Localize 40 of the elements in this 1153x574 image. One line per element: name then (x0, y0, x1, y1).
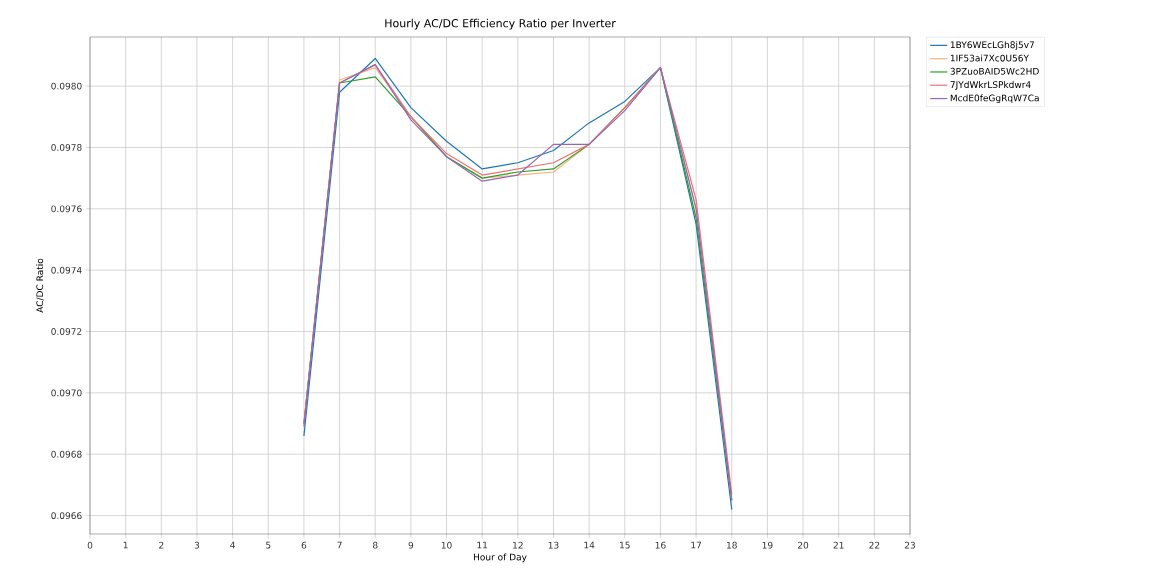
y-tick-label: 0.0978 (51, 144, 82, 151)
x-tick-label: 18 (727, 541, 737, 549)
y-tick-label: 0.0966 (51, 512, 82, 519)
y-tick-label: 0.0974 (51, 266, 82, 274)
x-tick-label: 0 (87, 541, 93, 549)
x-tick-label: 11 (477, 541, 488, 549)
x-tick-label: 17 (691, 541, 702, 549)
legend-label: McdE0feGgRqW7Ca (950, 94, 1039, 104)
y-tick-label: 0.0980 (51, 82, 82, 90)
x-tick-label: 15 (620, 541, 630, 549)
x-tick-label: 5 (266, 541, 271, 549)
x-tick-label: 12 (513, 541, 523, 549)
x-tick-label: 20 (797, 541, 809, 549)
x-tick-label: 16 (655, 541, 666, 549)
x-tick-label: 10 (441, 541, 452, 549)
chart-title: Hourly AC/DC Efficiency Ratio per Inverter (385, 18, 616, 30)
y-tick-label: 0.0968 (51, 450, 82, 458)
legend-label: 1IF53ai7Xc0U56Y (950, 54, 1030, 62)
y-tick-label: 0.0970 (51, 389, 82, 397)
legend-label: 3PZuoBAID5Wc2HD (950, 67, 1039, 75)
x-tick-label: 6 (301, 541, 307, 549)
y-tick-label: 0.0972 (51, 328, 82, 335)
y-axis-title: AC/DC Ratio (36, 258, 44, 313)
x-tick-label: 23 (904, 541, 916, 549)
legend-label: 7JYdWkrLSPkdwr4 (950, 81, 1031, 90)
legend-label: 1BY6WEcLGh8j5v7 (950, 41, 1034, 50)
x-axis-title: Hour of Day (473, 553, 527, 563)
x-tick-label: 7 (337, 541, 342, 549)
y-tick-label: 0.0976 (51, 205, 82, 213)
x-tick-label: 8 (372, 541, 378, 549)
x-tick-label: 2 (159, 541, 164, 549)
x-tick-label: 21 (833, 541, 844, 549)
x-tick-label: 22 (869, 541, 880, 549)
x-tick-label: 3 (194, 541, 200, 549)
x-tick-label: 9 (408, 541, 414, 549)
x-tick-label: 14 (584, 541, 595, 549)
x-tick-label: 19 (762, 541, 773, 549)
x-tick-label: 13 (548, 541, 559, 549)
x-tick-label: 4 (230, 541, 235, 549)
x-tick-label: 1 (123, 541, 128, 549)
